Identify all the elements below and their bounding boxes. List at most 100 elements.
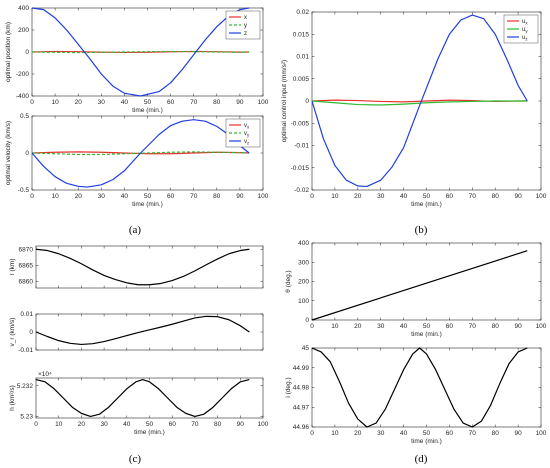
x-tick-label: 60 [167,99,175,106]
legend-label-u_x: ux [522,19,528,26]
y-tick-label: -0.005 [291,120,310,127]
series-line-z [31,7,250,97]
y-tick-label: 400 [18,5,29,12]
y-tick-label: 0.005 [293,76,310,83]
x-tick-label: 10 [51,99,59,106]
x-axis-label: time (min.) [132,107,163,114]
y-tick-label: 0.5 [20,113,29,120]
x-tick-label: 90 [514,430,522,437]
y-tick-label: 5.232 [17,383,34,390]
x-tick-label: 20 [75,99,83,106]
y-tick-label: 5.23 [20,414,33,421]
x-tick-label: 40 [400,323,408,330]
x-tick-label: 10 [331,323,339,330]
x-tick-label: 70 [469,193,477,200]
y-tick-label: 0.01 [296,54,309,61]
x-tick-label: 30 [100,421,108,428]
x-tick-label: 40 [400,430,408,437]
series-line [35,248,250,286]
x-tick-label: 50 [423,430,431,437]
x-tick-label: 100 [258,193,269,200]
x-tick-label: 50 [423,193,431,200]
x-tick-label: 0 [30,193,34,200]
chart-a1: 0 10 20 30 40 50 60 70 80 90 100 -400 -200 0 200 400 tim… [5,5,269,114]
y-tick-label: 200 [18,27,29,34]
y-tick-label: 0 [305,317,309,324]
x-tick-label: 70 [190,99,198,106]
y-axis-label: optimal position (km) [5,22,12,82]
x-tick-label: 40 [121,99,129,106]
series-line-v_y [31,151,250,156]
x-tick-label: 90 [236,99,244,106]
x-axis-label: time (min.) [134,429,165,436]
x-tick-label: 30 [377,323,385,330]
legend-label-y: y [244,23,247,29]
y-tick-label: 45 [302,345,310,352]
chart-d1: 0 10 20 30 40 50 60 70 80 90 100 0 100 200 300 400 time … [285,240,547,338]
x-tick-label: 90 [237,421,245,428]
x-tick-label: 100 [536,323,547,330]
y-tick-label: -0.01 [18,347,33,354]
y-tick-label: 200 [298,279,309,286]
x-tick-label: 80 [213,193,221,200]
x-tick-label: 80 [214,421,222,428]
y-tick-label: 0 [29,329,33,336]
x-tick-label: 90 [236,193,244,200]
y-tick-label: -0.5 [18,187,30,194]
y-axis-label: optimal velocity (km/s) [5,121,12,185]
legend-label-v_z: vz [244,139,250,146]
x-tick-label: 70 [190,193,198,200]
x-tick-label: 60 [446,430,454,437]
caption-a: (a) [129,224,142,236]
x-tick-label: 60 [169,421,177,428]
caption-b: (b) [415,224,428,236]
plot-frame [35,245,264,289]
x-tick-label: 30 [377,193,385,200]
y-tick-label: -0.015 [291,165,310,172]
x-tick-label: 80 [213,99,221,106]
y-tick-label: 44.96 [293,424,310,431]
y-axis-label: i (deg.) [285,377,292,397]
x-tick-label: 100 [258,421,269,428]
x-tick-label: 100 [258,99,269,106]
x-tick-label: 80 [492,193,500,200]
x-tick-label: 60 [446,323,454,330]
x-tick-label: 90 [514,323,522,330]
y-exponent-label: ×10⁴ [38,371,52,378]
x-tick-label: 80 [492,430,500,437]
legend-label-v_y: vy [244,131,250,138]
chart-b: 0 10 20 30 40 50 60 70 80 90 100 -0.02 -0.015 -0.01 -0… [281,9,547,208]
y-axis-label: θ (deg.) [285,270,292,292]
x-tick-label: 50 [146,421,154,428]
x-tick-label: 40 [400,193,408,200]
y-axis-label: h (km²/s) [9,385,16,411]
x-tick-label: 40 [121,193,129,200]
x-tick-label: 70 [191,421,199,428]
x-axis-label: time (min.) [132,201,163,208]
legend-label-x: x [244,15,247,21]
y-tick-label: 44.98 [293,385,310,392]
x-tick-label: 100 [536,430,547,437]
y-tick-label: 0 [25,150,29,157]
x-tick-label: 50 [423,323,431,330]
legend-label-u_z: uz [522,35,528,42]
series-line [311,250,528,321]
x-tick-label: 50 [144,99,152,106]
caption-d: (d) [415,453,428,465]
y-tick-label: 0 [305,98,309,105]
y-tick-label: 6870 [19,246,34,253]
series-line [35,378,250,418]
series-line-y [31,50,250,54]
y-tick-label: 44.97 [293,404,310,411]
series-line-u_y [311,100,528,106]
y-tick-label: 100 [298,298,309,305]
x-tick-label: 60 [446,193,454,200]
y-tick-label: 0.02 [296,9,309,16]
x-tick-label: 10 [51,193,59,200]
x-tick-label: 40 [123,421,131,428]
x-tick-label: 0 [310,430,314,437]
x-tick-label: 10 [331,430,339,437]
